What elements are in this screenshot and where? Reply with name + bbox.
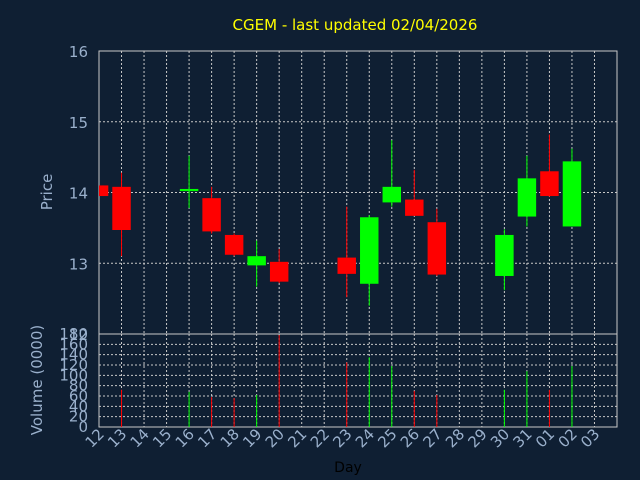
candle-body xyxy=(112,186,131,230)
volume-y-tick: 140 xyxy=(59,346,88,364)
volume-y-tick: 20 xyxy=(69,408,88,426)
candle-body xyxy=(427,222,447,275)
volume-y-tick: 0 xyxy=(78,418,88,436)
volume-y-tick: 100 xyxy=(59,366,88,384)
x-tick: 03 xyxy=(577,425,603,451)
candle-body xyxy=(247,256,266,266)
candle-body xyxy=(202,198,221,232)
candle-body xyxy=(405,199,424,216)
volume-y-tick: 120 xyxy=(59,356,88,374)
price-axis-label: Price xyxy=(38,174,56,211)
x-axis-label: Day xyxy=(334,460,362,476)
candle-body xyxy=(269,261,289,282)
candle-body xyxy=(517,178,537,217)
candle-body xyxy=(360,217,379,284)
volume-axis-label: Volume (0000) xyxy=(28,325,46,435)
price-y-tick: 13 xyxy=(69,255,88,273)
candle-body xyxy=(99,185,109,197)
candles xyxy=(99,134,582,306)
price-y-tick: 14 xyxy=(69,185,88,203)
price-y-tick-labels: 12 13 14 15 16 xyxy=(69,43,88,344)
volume-y-tick: 60 xyxy=(69,387,88,405)
volume-gridlines xyxy=(99,334,617,427)
x-tick-labels: 1213141516171819202122232425262728293031… xyxy=(82,425,604,451)
volume-y-tick: 180 xyxy=(59,325,88,343)
candle-body xyxy=(224,234,244,255)
volume-y-tick: 80 xyxy=(69,377,88,395)
candle-body xyxy=(382,186,402,203)
chart-title: CGEM - last updated 02/04/2026 xyxy=(233,16,478,34)
volume-y-tick: 160 xyxy=(59,335,88,353)
candle-body xyxy=(540,171,559,197)
price-y-tick: 12 xyxy=(69,326,88,344)
price-y-tick: 16 xyxy=(69,43,88,61)
candle-body xyxy=(562,161,582,227)
candle-body xyxy=(179,188,199,192)
price-gridlines xyxy=(99,51,617,334)
candle-body xyxy=(495,234,514,276)
price-y-tick: 15 xyxy=(69,114,88,132)
candle-body xyxy=(337,257,356,274)
volume-bars xyxy=(121,335,573,427)
volume-panel-frame xyxy=(98,333,618,428)
volume-y-tick: 40 xyxy=(69,397,88,415)
